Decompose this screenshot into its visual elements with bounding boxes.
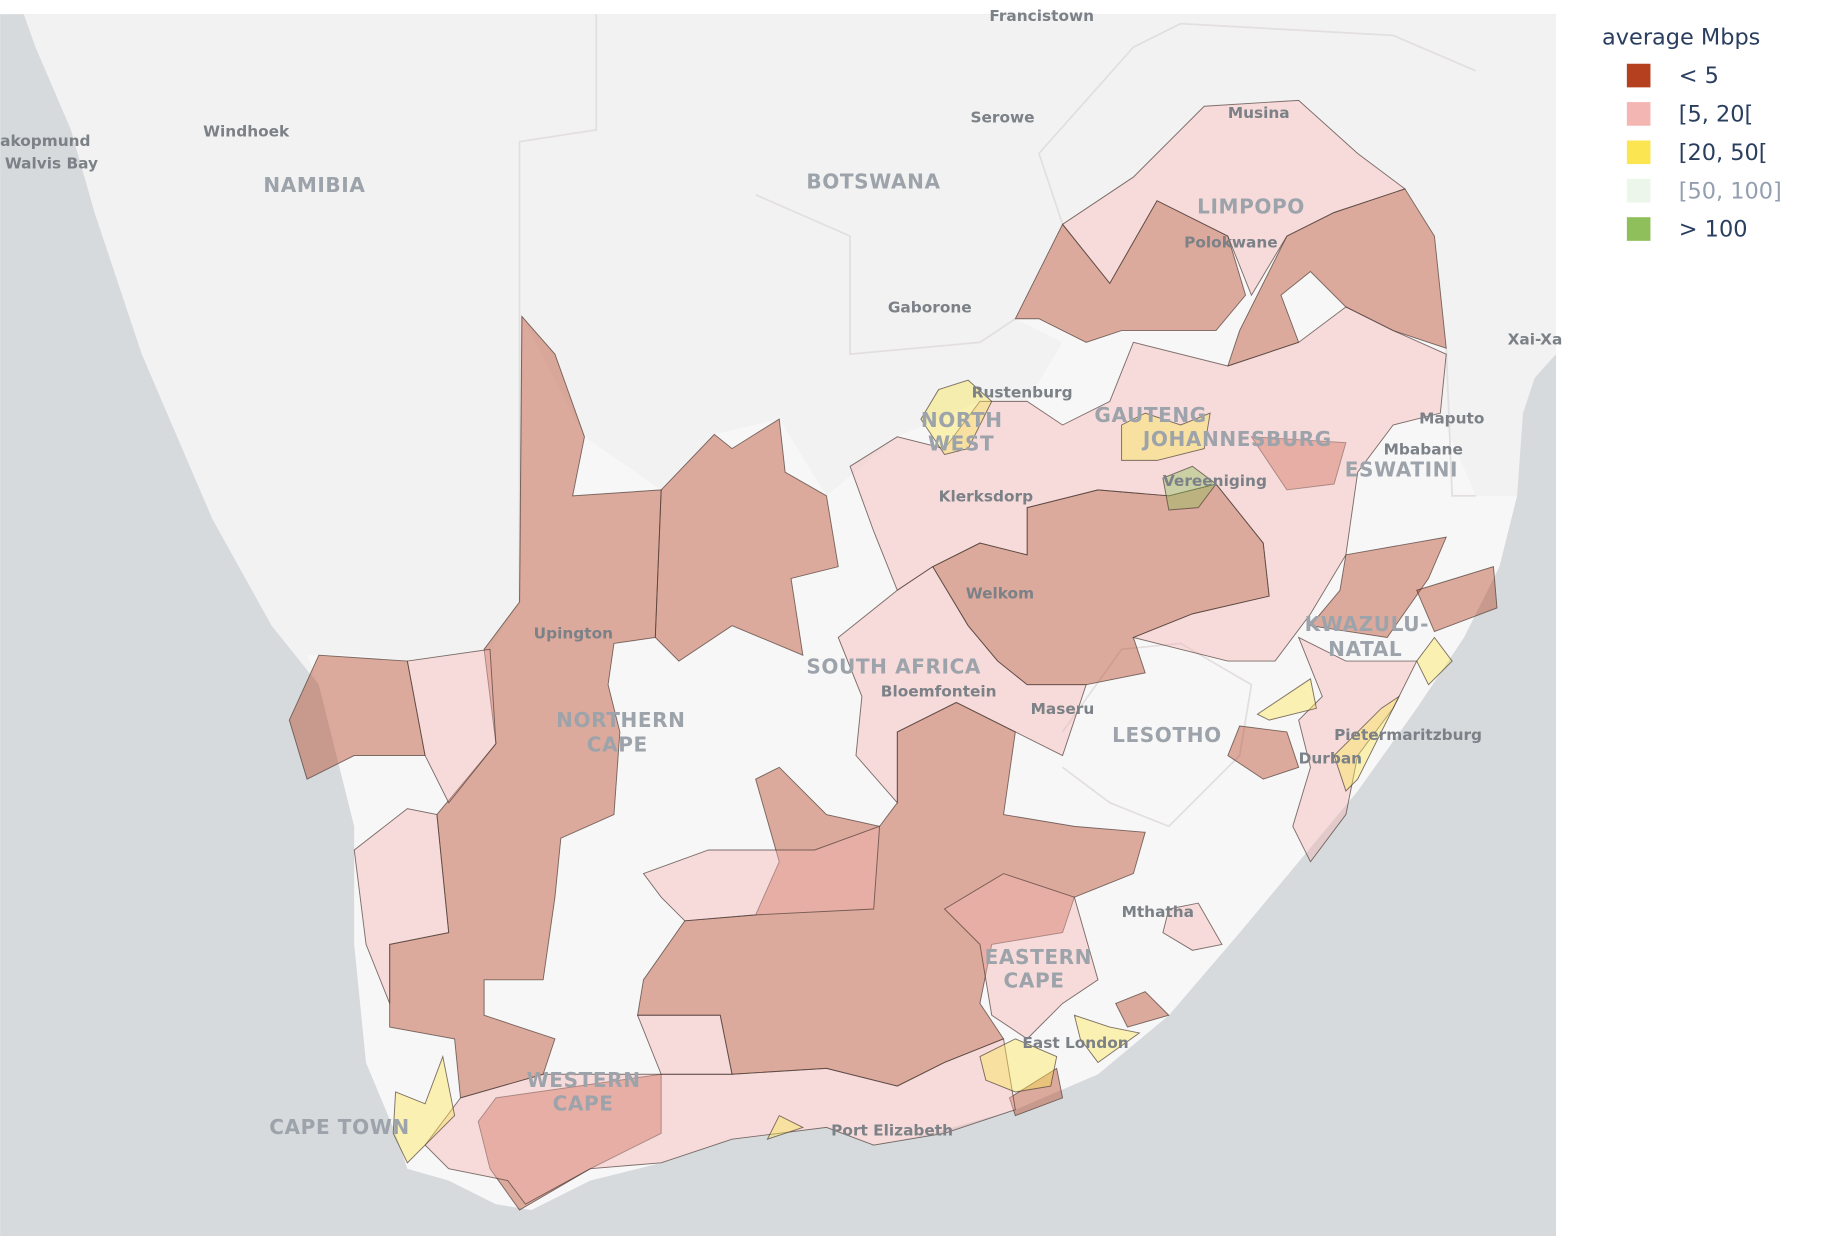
region[interactable]	[979, 1038, 1058, 1093]
region[interactable]	[1256, 678, 1317, 721]
region[interactable]	[636, 1014, 733, 1075]
region-label: CAPE	[1004, 969, 1065, 993]
region-label: KWAZULU-	[1305, 612, 1429, 636]
legend-swatch[interactable]	[1626, 102, 1651, 126]
region[interactable]	[353, 808, 450, 1004]
region[interactable]	[1416, 566, 1498, 633]
city-label: Upington	[534, 624, 613, 642]
city-label: Musina	[1228, 104, 1290, 122]
legend-item[interactable]: > 100	[1679, 217, 1748, 243]
regions	[288, 99, 1498, 1211]
south-africa	[307, 100, 1518, 1211]
country-label: SOUTH AFRICA	[806, 655, 981, 679]
region[interactable]	[1309, 536, 1448, 638]
city-label: Port Elizabeth	[831, 1121, 953, 1139]
region[interactable]	[920, 379, 993, 456]
city-label: Maseru	[1031, 700, 1095, 718]
city-label: Windhoek	[203, 123, 290, 141]
region[interactable]	[1061, 99, 1406, 297]
region[interactable]	[943, 873, 1099, 1040]
border	[1445, 348, 1476, 497]
region[interactable]	[1008, 1067, 1064, 1117]
city-label: CAPE TOWN	[269, 1115, 410, 1139]
city-label: Maputo	[1419, 410, 1484, 428]
region[interactable]	[1292, 636, 1418, 863]
region[interactable]	[1121, 412, 1211, 461]
city-label: Polokwane	[1184, 234, 1278, 252]
region[interactable]	[1227, 725, 1300, 780]
region-label: WEST	[928, 432, 994, 456]
region-label: WESTERN	[527, 1068, 641, 1092]
region[interactable]	[1416, 636, 1453, 686]
region-label: NORTHERN	[556, 708, 685, 732]
map-labels: Francistown Windhoek akopmund Walvis Bay…	[0, 7, 1562, 1139]
city-label: Klerksdorp	[939, 487, 1033, 505]
legend-swatch[interactable]	[1626, 217, 1651, 241]
city-label: East London	[1022, 1034, 1128, 1052]
region[interactable]	[837, 565, 1087, 805]
region[interactable]	[424, 1038, 1016, 1205]
border	[1037, 22, 1477, 225]
city-label: Xai-Xa	[1508, 330, 1563, 348]
region-label: CAPE	[587, 733, 648, 757]
region-label: NATAL	[1328, 637, 1402, 661]
border	[1061, 642, 1253, 828]
region-label: EASTERN	[985, 945, 1092, 969]
region[interactable]	[1333, 695, 1401, 792]
country-label: NAMIBIA	[263, 173, 365, 197]
city-label: Rustenburg	[972, 384, 1073, 402]
city-label: Vereeniging	[1163, 472, 1267, 490]
city-label: JOHANNESBURG	[1141, 427, 1332, 451]
region[interactable]	[1250, 436, 1347, 491]
city-label: Mbabane	[1384, 440, 1463, 458]
legend: average Mbps < 5 [5, 20[ [20, 50[ [50, 100]…	[1602, 24, 1782, 242]
region-label: NORTH	[921, 408, 1003, 432]
region-label: CAPE	[553, 1091, 614, 1115]
legend-swatch[interactable]	[1626, 178, 1651, 203]
region[interactable]	[642, 825, 881, 922]
legend-item[interactable]: [20, 50[	[1679, 140, 1768, 166]
region[interactable]	[1162, 902, 1223, 951]
region[interactable]	[849, 306, 1447, 662]
legend-swatch[interactable]	[1626, 140, 1651, 165]
country-label: ESWATINI	[1345, 458, 1458, 482]
region[interactable]	[1073, 1014, 1141, 1064]
region-label: GAUTENG	[1094, 403, 1206, 427]
city-label: Welkom	[966, 584, 1034, 602]
legend-item[interactable]: [5, 20[	[1679, 102, 1754, 128]
region[interactable]	[392, 1054, 456, 1164]
map: Francistown Windhoek akopmund Walvis Bay…	[0, 7, 1562, 1236]
region[interactable]	[1115, 991, 1170, 1028]
city-label: Bloemfontein	[881, 682, 997, 700]
border	[518, 14, 598, 591]
city-label: Serowe	[970, 109, 1034, 127]
region-label: LIMPOPO	[1197, 194, 1305, 218]
city-label: Gaborone	[888, 299, 972, 317]
region[interactable]	[766, 1114, 805, 1141]
region[interactable]	[477, 1073, 662, 1211]
city-label: akopmund	[0, 132, 90, 150]
legend-item[interactable]: [50, 100]	[1679, 178, 1782, 204]
legend-title: average Mbps	[1602, 24, 1760, 50]
city-label: Francistown	[989, 7, 1094, 25]
city-label: Pietermaritzburg	[1334, 726, 1482, 744]
legend-swatch[interactable]	[1626, 63, 1651, 88]
legend-item[interactable]: < 5	[1679, 63, 1719, 89]
city-label: Durban	[1299, 750, 1362, 768]
city-label: Walvis Bay	[5, 155, 98, 173]
region[interactable]	[654, 418, 839, 662]
city-label: Mthatha	[1122, 903, 1194, 921]
country-label: BOTSWANA	[806, 169, 940, 193]
region[interactable]	[1162, 465, 1217, 511]
border	[755, 193, 1016, 356]
country-label: LESOTHO	[1112, 723, 1222, 747]
region[interactable]	[406, 648, 497, 804]
